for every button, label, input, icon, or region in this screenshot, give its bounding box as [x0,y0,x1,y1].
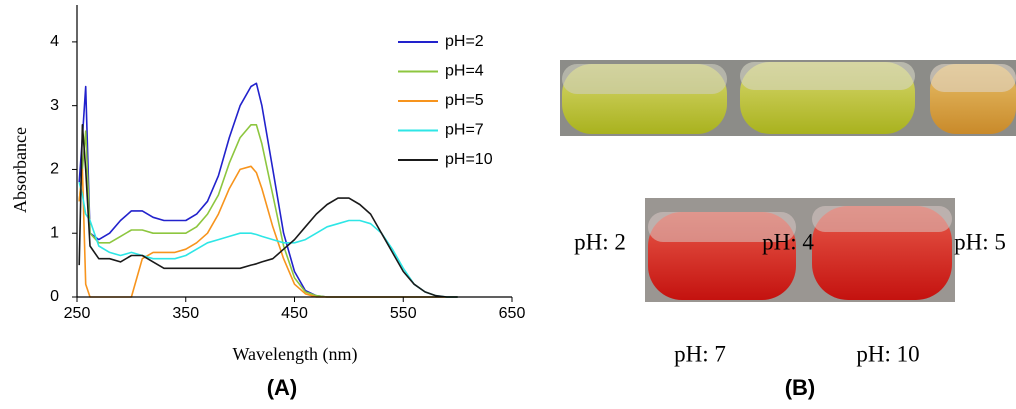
y-axis-title: Absorbance [10,127,30,213]
legend-label: pH=2 [445,33,484,50]
photo-label: pH: 2 [574,229,626,254]
photo-label: pH: 5 [954,229,1006,254]
data-line [78,124,458,298]
panel-label: (B) [785,375,816,400]
x-tick-label: 250 [64,305,91,322]
x-tick-label: 350 [172,305,199,322]
panel-label: (A) [267,375,298,400]
y-tick-label: 0 [50,288,59,305]
x-tick-label: 450 [281,305,308,322]
photo-label: pH: 7 [674,341,726,366]
data-line [78,182,458,298]
legend-label: pH=10 [445,151,493,168]
legend-label: pH=7 [445,122,484,139]
y-tick-label: 4 [50,33,59,50]
data-line [78,165,458,298]
plot: pH=2 pH=4 pH=5 pH=7 pH=10 0 1 2 3 4 250 350 450 550 65… [50,5,525,322]
legend-label: pH=5 [445,92,484,109]
x-tick-label: 650 [499,305,526,322]
legend-label: pH=4 [445,63,484,80]
y-tick-label: 1 [50,224,59,241]
photo-label: pH: 10 [856,341,919,366]
x-tick-label: 550 [390,305,417,322]
photo-row-1 [560,60,1016,136]
photo-row-2 [645,198,955,302]
photo-label: pH: 4 [762,229,814,254]
x-axis-title: Wavelength (nm) [232,344,357,365]
y-tick-label: 3 [50,97,59,114]
y-tick-label: 2 [50,161,59,178]
